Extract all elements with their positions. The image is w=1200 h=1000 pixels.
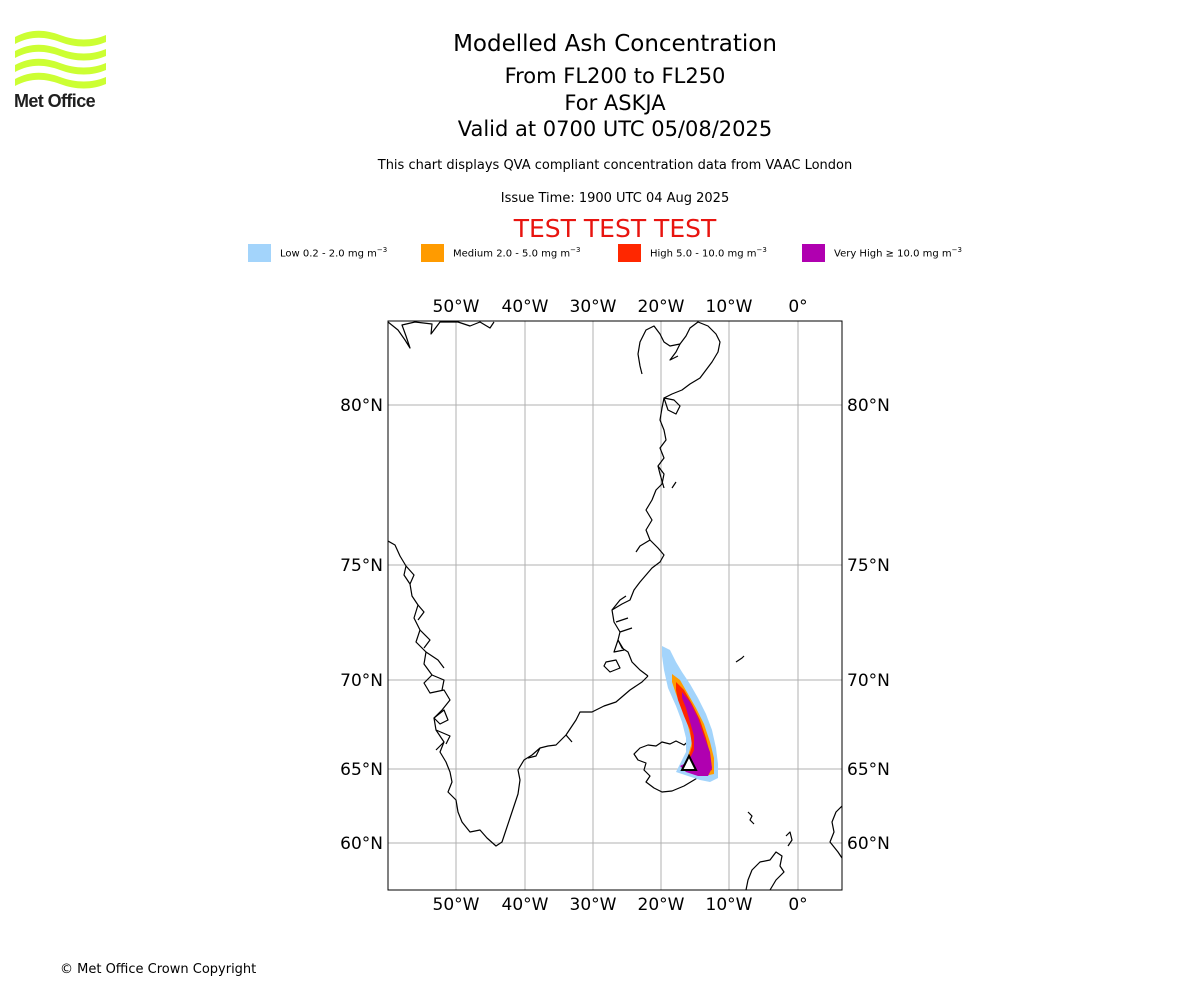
legend-exp-high: −3 (756, 246, 767, 254)
lon-label-bottom-30w: 30°W (570, 895, 617, 915)
logo-text: Met Office (14, 91, 96, 111)
legend-range-very-high: ≥ 10.0 mg m (885, 248, 952, 260)
lon-label-top-10w: 10°W (706, 297, 753, 317)
lat-label-left-60n: 60°N (340, 834, 383, 854)
logo-wave-3 (15, 58, 106, 75)
coastline-greenland-west-fjords (405, 565, 573, 759)
legend-name-low: Low (280, 248, 300, 260)
test-banner: TEST TEST TEST (513, 214, 717, 243)
lat-label-right-65n: 65°N (847, 760, 890, 780)
legend-name-high: High (650, 248, 673, 260)
lon-label-top-50w: 50°W (433, 297, 480, 317)
chart-subtitle: This chart displays QVA compliant concen… (377, 158, 853, 173)
volcano-name: For ASKJA (564, 91, 666, 115)
flight-level-range: From FL200 to FL250 (504, 64, 726, 88)
lat-label-right-60n: 60°N (847, 834, 890, 854)
legend-swatch-medium (421, 244, 444, 262)
map-frame (387, 320, 843, 891)
lon-label-top-40w: 40°W (502, 297, 549, 317)
lat-label-left-65n: 65°N (340, 760, 383, 780)
legend-exp-very-high: −3 (951, 246, 962, 254)
lon-label-bottom-50w: 50°W (433, 895, 480, 915)
logo-wave-1 (15, 30, 106, 47)
lon-label-top-20w: 20°W (638, 297, 685, 317)
legend-range-high: 5.0 - 10.0 mg m (676, 248, 757, 260)
lon-label-bottom-20w: 20°W (638, 895, 685, 915)
coastline-norway (829, 805, 842, 859)
coastline-faroe (747, 811, 755, 825)
valid-time: Valid at 0700 UTC 05/08/2025 (457, 117, 773, 141)
coastline-greenland-east (611, 321, 721, 677)
lon-label-top-30w: 30°W (570, 297, 617, 317)
chart-title: Modelled Ash Concentration (453, 31, 777, 57)
lat-label-right-70n: 70°N (847, 671, 890, 691)
lat-label-right-80n: 80°N (847, 396, 890, 416)
coastline-greenland-north (388, 321, 495, 349)
lat-labels-left: 80°N 75°N 70°N 65°N 60°N (340, 396, 383, 854)
legend-range-medium: 2.0 - 5.0 mg m (496, 248, 571, 260)
legend-name-medium: Medium (453, 248, 493, 260)
coastline-greenland-west (388, 540, 649, 847)
lat-label-right-75n: 75°N (847, 556, 890, 576)
coastline-greenland-east-fjords (603, 343, 681, 673)
legend-exp-low: −3 (376, 246, 388, 254)
lat-labels-right: 80°N 75°N 70°N 65°N 60°N (847, 396, 890, 854)
lon-label-top-0: 0° (788, 297, 807, 317)
legend-swatch-high (618, 244, 641, 262)
lat-label-left-80n: 80°N (340, 396, 383, 416)
lon-label-bottom-40w: 40°W (502, 895, 549, 915)
lon-label-bottom-10w: 10°W (706, 895, 753, 915)
lat-label-left-75n: 75°N (340, 556, 383, 576)
copyright-notice: © Met Office Crown Copyright (60, 962, 257, 977)
legend-name-very-high: Very High (834, 248, 883, 260)
logo-wave-4 (15, 72, 106, 89)
volcano-marker (680, 753, 698, 771)
ash-plume (662, 646, 718, 782)
coastlines (388, 321, 842, 890)
coastline-shetland (785, 831, 793, 847)
legend-exp-medium: −3 (570, 246, 581, 254)
met-office-logo (15, 30, 106, 89)
issue-time: Issue Time: 1900 UTC 04 Aug 2025 (500, 191, 730, 206)
logo-wave-2 (15, 44, 106, 61)
coastline-scotland (745, 851, 785, 890)
ash-plume-very-high (680, 692, 712, 776)
coastline-jan-mayen (735, 655, 745, 663)
legend-swatch-low (248, 244, 271, 262)
legend-swatch-very-high (802, 244, 825, 262)
lon-labels-bottom: 50°W 40°W 30°W 20°W 10°W 0° (433, 895, 808, 915)
lon-label-bottom-0: 0° (788, 895, 807, 915)
lat-label-left-70n: 70°N (340, 671, 383, 691)
legend-range-low: 0.2 - 2.0 mg m (302, 248, 377, 260)
lon-labels-top: 50°W 40°W 30°W 20°W 10°W 0° (433, 297, 808, 317)
